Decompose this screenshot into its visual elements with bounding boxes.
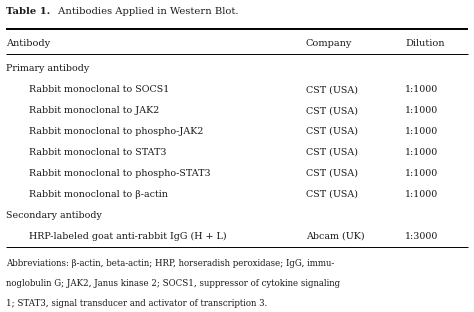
Text: Dilution: Dilution: [405, 39, 445, 48]
Text: 1; STAT3, signal transducer and activator of transcription 3.: 1; STAT3, signal transducer and activato…: [6, 299, 267, 308]
Text: Rabbit monoclonal to phospho-JAK2: Rabbit monoclonal to phospho-JAK2: [29, 127, 204, 136]
Text: 1:1000: 1:1000: [405, 106, 438, 115]
Text: CST (USA): CST (USA): [306, 85, 358, 94]
Text: 1:1000: 1:1000: [405, 148, 438, 157]
Text: 1:3000: 1:3000: [405, 232, 438, 241]
Text: Table 1.: Table 1.: [6, 7, 50, 16]
Text: Secondary antibody: Secondary antibody: [6, 211, 101, 220]
Text: CST (USA): CST (USA): [306, 190, 358, 199]
Text: CST (USA): CST (USA): [306, 169, 358, 178]
Text: CST (USA): CST (USA): [306, 148, 358, 157]
Text: Company: Company: [306, 39, 352, 48]
Text: 1:1000: 1:1000: [405, 169, 438, 178]
Text: noglobulin G; JAK2, Janus kinase 2; SOCS1, suppressor of cytokine signaling: noglobulin G; JAK2, Janus kinase 2; SOCS…: [6, 279, 340, 288]
Text: HRP-labeled goat anti-rabbit IgG (H + L): HRP-labeled goat anti-rabbit IgG (H + L): [29, 232, 227, 241]
Text: Rabbit monoclonal to STAT3: Rabbit monoclonal to STAT3: [29, 148, 167, 157]
Text: Primary antibody: Primary antibody: [6, 64, 89, 73]
Text: Rabbit monoclonal to β-actin: Rabbit monoclonal to β-actin: [29, 190, 168, 199]
Text: 1:1000: 1:1000: [405, 127, 438, 136]
Text: 1:1000: 1:1000: [405, 85, 438, 94]
Text: 1:1000: 1:1000: [405, 190, 438, 199]
Text: Antibody: Antibody: [6, 39, 50, 48]
Text: CST (USA): CST (USA): [306, 127, 358, 136]
Text: Abcam (UK): Abcam (UK): [306, 232, 365, 241]
Text: Rabbit monoclonal to JAK2: Rabbit monoclonal to JAK2: [29, 106, 160, 115]
Text: Abbreviations: β-actin, beta-actin; HRP, horseradish peroxidase; IgG, immu-: Abbreviations: β-actin, beta-actin; HRP,…: [6, 259, 334, 268]
Text: CST (USA): CST (USA): [306, 106, 358, 115]
Text: Antibodies Applied in Western Blot.: Antibodies Applied in Western Blot.: [55, 7, 238, 16]
Text: Rabbit monoclonal to phospho-STAT3: Rabbit monoclonal to phospho-STAT3: [29, 169, 211, 178]
Text: Rabbit monoclonal to SOCS1: Rabbit monoclonal to SOCS1: [29, 85, 170, 94]
